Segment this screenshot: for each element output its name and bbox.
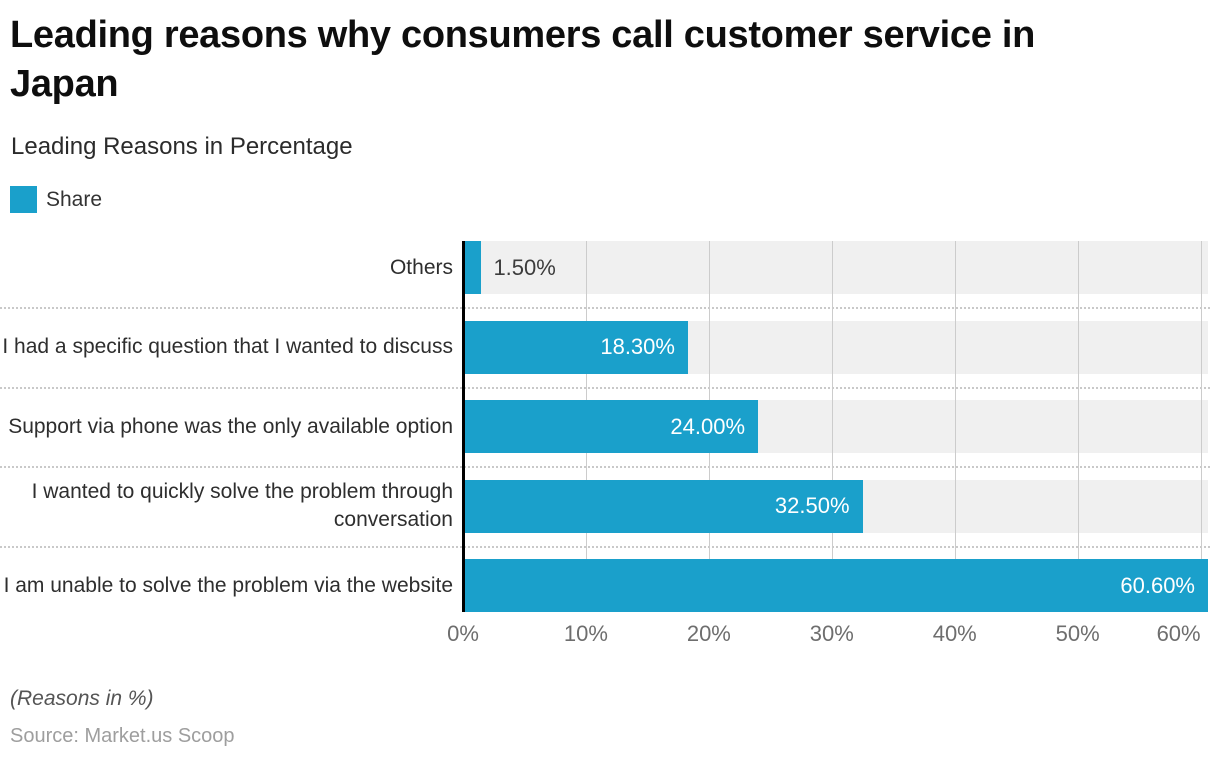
category-label: I wanted to quickly solve the problem th… <box>31 480 453 531</box>
bar-chart: Others 1.50% I had a specific question tha… <box>0 241 1210 646</box>
chart-subtitle: Leading Reasons in Percentage <box>11 133 353 160</box>
y-axis-line <box>462 241 465 612</box>
legend-swatch <box>10 186 37 213</box>
chart-rows: Others 1.50% I had a specific question tha… <box>0 241 1210 612</box>
page-title: Leading reasons why consumers call custo… <box>10 11 1190 109</box>
value-label: 18.30% <box>600 334 675 359</box>
page-title-line2: Japan <box>10 63 119 105</box>
legend-item-share[interactable]: Share <box>10 186 102 213</box>
x-tick-label: 10% <box>563 621 608 646</box>
bar-track: 60.60% <box>463 559 1208 612</box>
bar[interactable]: 18.30% <box>463 320 688 374</box>
value-label: 1.50% <box>493 254 556 280</box>
x-axis-labels: 0% 10% 20% 30% 40% 50% 60% <box>447 621 1208 651</box>
category-label: I had a specific question that I wanted … <box>2 335 453 358</box>
value-label: 24.00% <box>670 413 746 439</box>
category-label: I am unable to solve the problem via the… <box>3 573 453 597</box>
footer-note: (Reasons in %) <box>10 687 154 710</box>
x-tick-label: 30% <box>809 621 854 646</box>
bar[interactable] <box>463 241 482 294</box>
legend-label: Share <box>46 187 103 211</box>
bar[interactable]: 32.50% <box>463 479 863 533</box>
bar[interactable]: 60.60% <box>463 559 1208 612</box>
value-label: 60.60% <box>1120 572 1195 598</box>
bar-track: 24.00% <box>463 400 1208 453</box>
bar-track: 1.50% <box>463 241 1208 294</box>
x-tick-label: 40% <box>932 621 977 646</box>
bar[interactable]: 24.00% <box>463 400 759 453</box>
x-tick-label: 0% <box>447 621 479 646</box>
chart-row: Others 1.50% <box>0 241 1210 309</box>
chart-row: I am unable to solve the problem via the… <box>0 559 1208 612</box>
category-label: Support via phone was the only available… <box>8 414 453 438</box>
category-label: Others <box>389 255 453 279</box>
x-tick-label: 60% <box>1156 621 1201 646</box>
chart-row: I wanted to quickly solve the problem th… <box>0 479 1210 548</box>
page-title-line1: Leading reasons why consumers call custo… <box>10 14 1035 56</box>
footer-source: Source: Market.us Scoop <box>10 725 235 747</box>
bar-track: 32.50% <box>463 479 1208 533</box>
x-tick-label: 20% <box>686 621 731 646</box>
bar-track: 18.30% <box>463 320 1208 374</box>
value-label: 32.50% <box>774 493 850 518</box>
x-tick-label: 50% <box>1055 621 1100 646</box>
chart-row: I had a specific question that I wanted … <box>0 320 1210 389</box>
chart-row: Support via phone was the only available… <box>0 400 1210 468</box>
